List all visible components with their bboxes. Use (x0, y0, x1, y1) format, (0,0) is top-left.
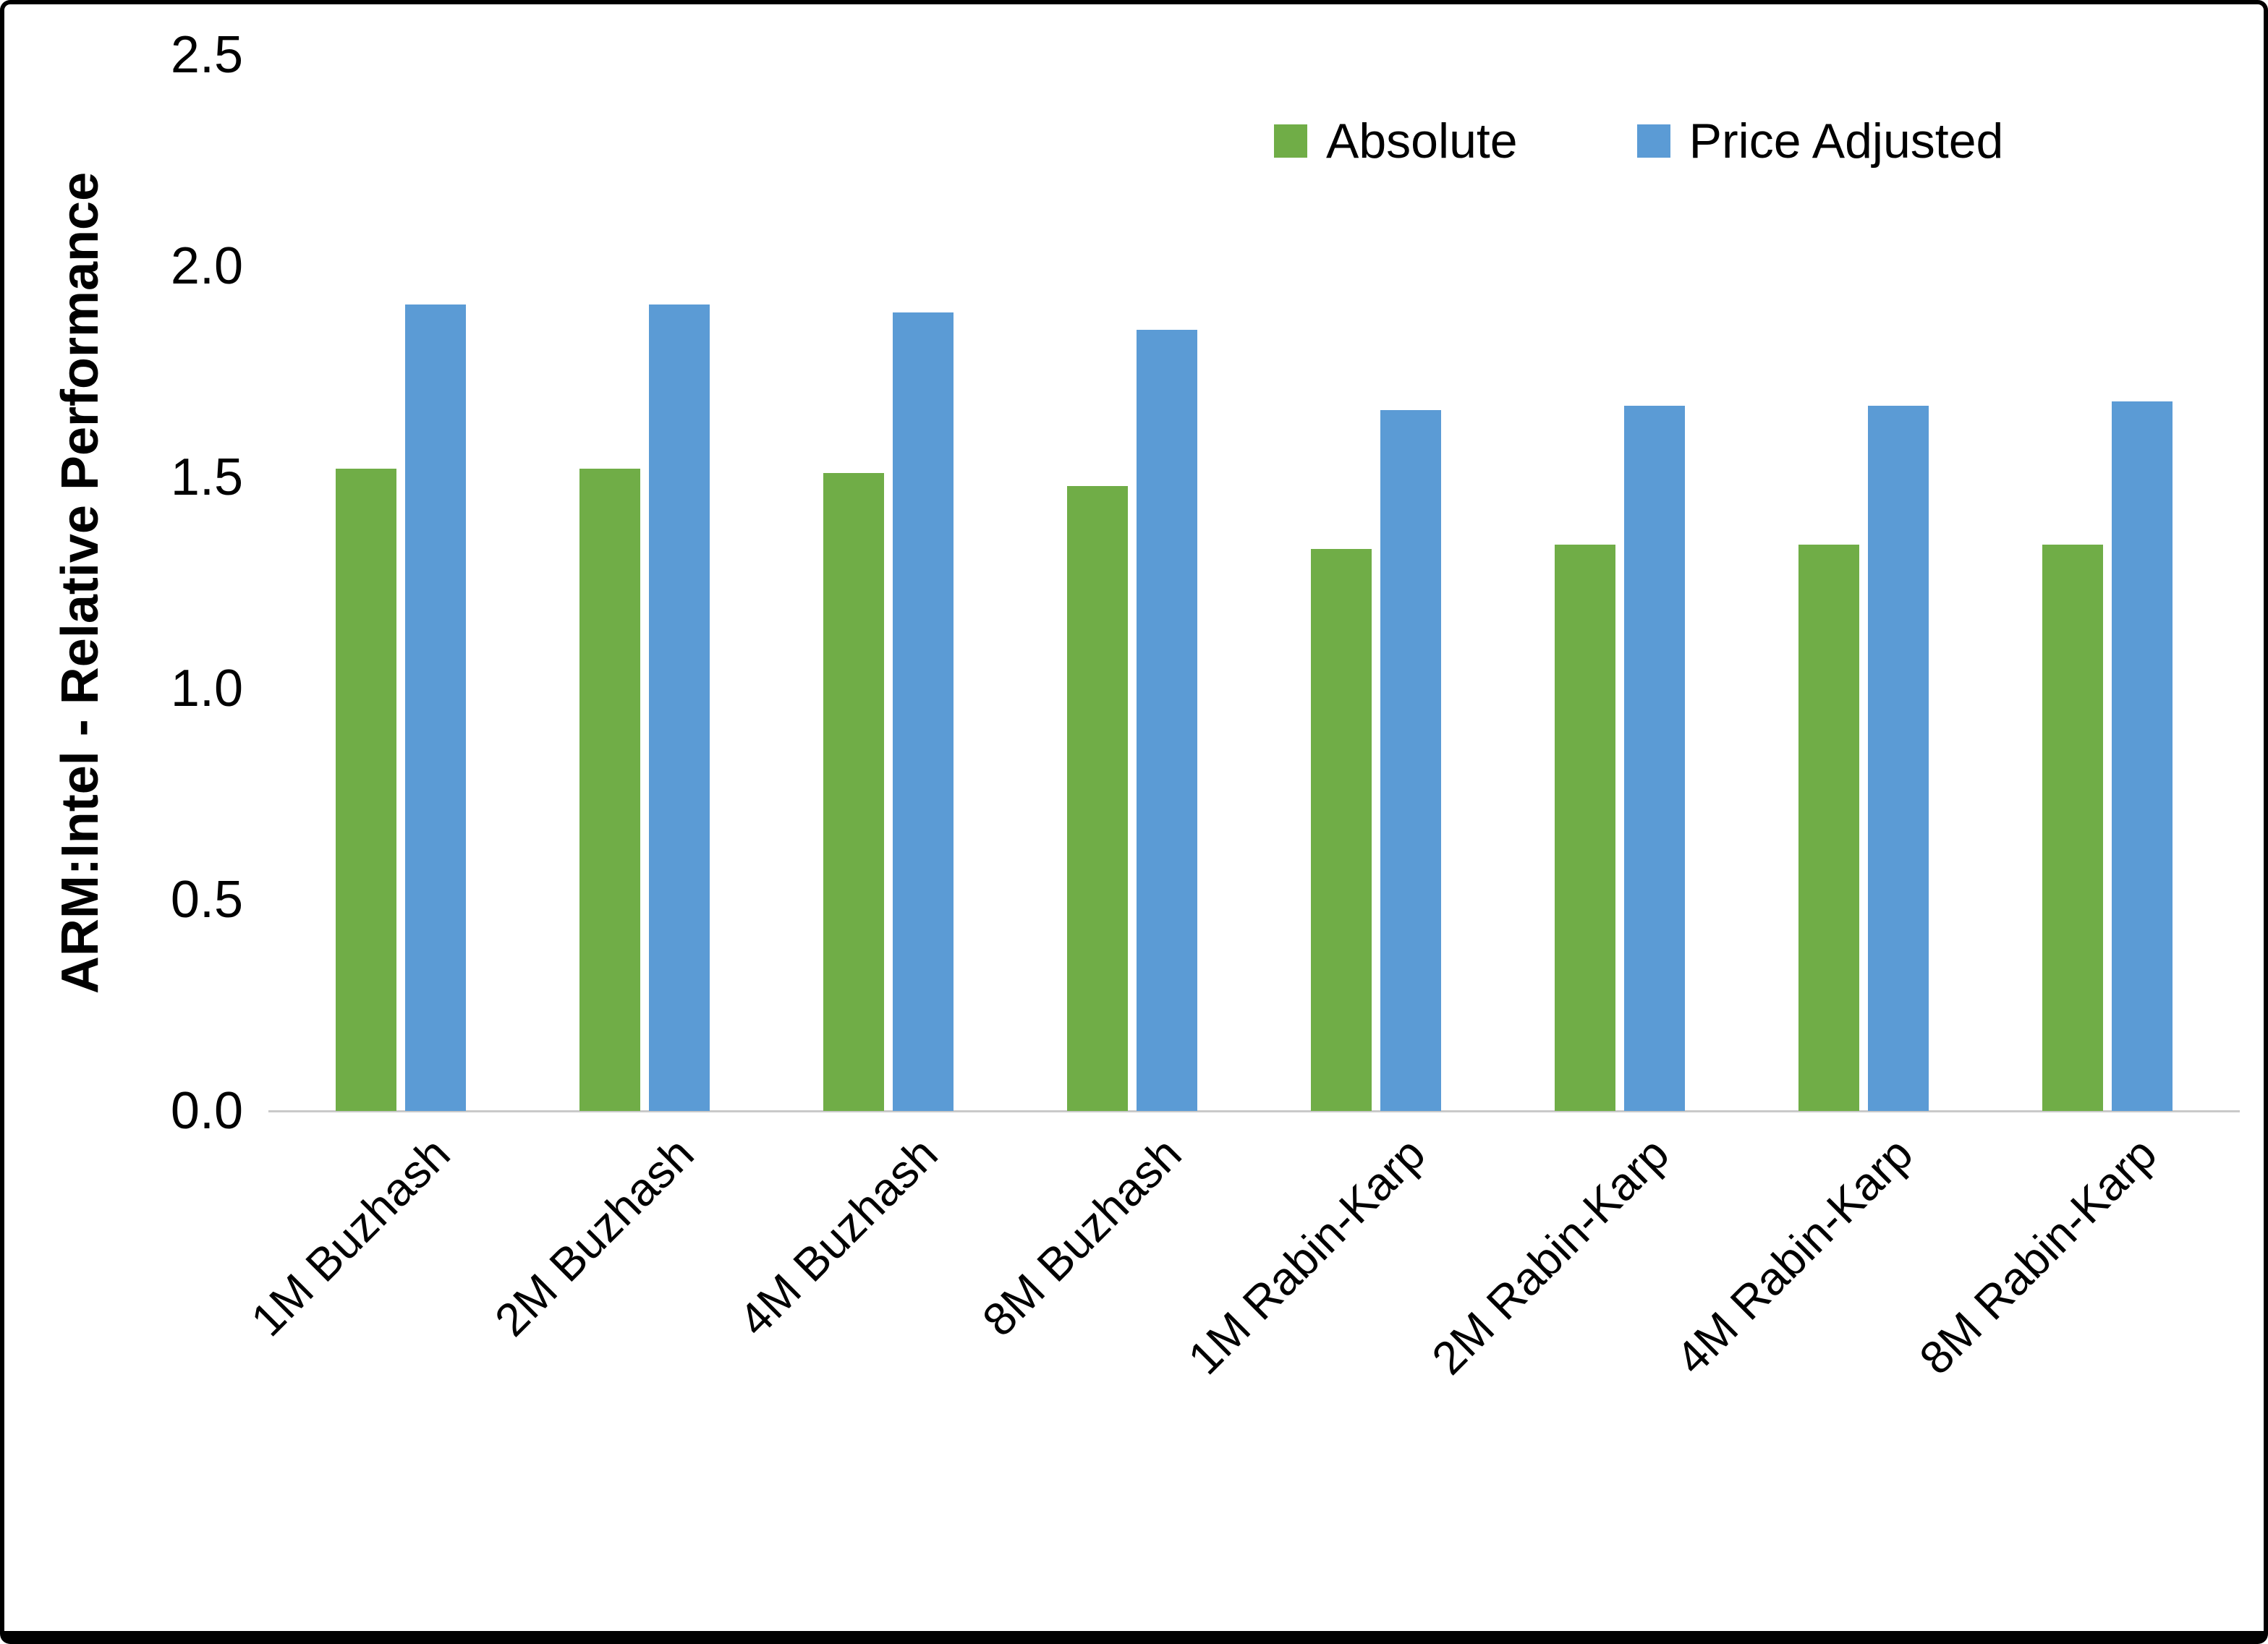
legend: Absolute Price Adjusted (1274, 113, 2003, 169)
bar-absolute (579, 469, 641, 1111)
legend-label-absolute: Absolute (1326, 114, 1518, 169)
legend-item-price-adjusted: Price Adjusted (1636, 113, 2004, 169)
bar-absolute (1067, 485, 1129, 1111)
bar-absolute (823, 473, 885, 1111)
y-tick-label: 0.5 (170, 871, 243, 929)
bar-price-adjusted (2111, 401, 2173, 1111)
bar-absolute (1798, 545, 1859, 1111)
y-tick-label: 1.0 (170, 660, 243, 717)
bar-price-adjusted (405, 304, 467, 1111)
bar-price-adjusted (1137, 329, 1198, 1111)
y-tick-label: 1.5 (170, 448, 243, 506)
y-tick-label: 2.0 (170, 237, 243, 295)
x-axis-line (268, 1110, 2240, 1112)
bar-price-adjusted (1623, 405, 1685, 1111)
bar-absolute (2042, 545, 2103, 1111)
legend-label-price-adjusted: Price Adjusted (1689, 114, 2004, 169)
y-tick-label: 2.5 (170, 26, 243, 84)
plot-area (279, 55, 2229, 1111)
legend-swatch-price-adjusted (1636, 124, 1670, 158)
legend-item-absolute: Absolute (1274, 113, 1518, 169)
bar-price-adjusted (1867, 405, 1929, 1111)
y-tick-label: 0.0 (170, 1082, 243, 1140)
bar-price-adjusted (649, 304, 710, 1111)
bar-price-adjusted (893, 312, 954, 1111)
bar-price-adjusted (1380, 409, 1441, 1111)
legend-swatch-absolute (1274, 124, 1307, 158)
bar-absolute (1554, 545, 1615, 1111)
bar-absolute (1310, 549, 1372, 1111)
bar-absolute (336, 469, 397, 1111)
